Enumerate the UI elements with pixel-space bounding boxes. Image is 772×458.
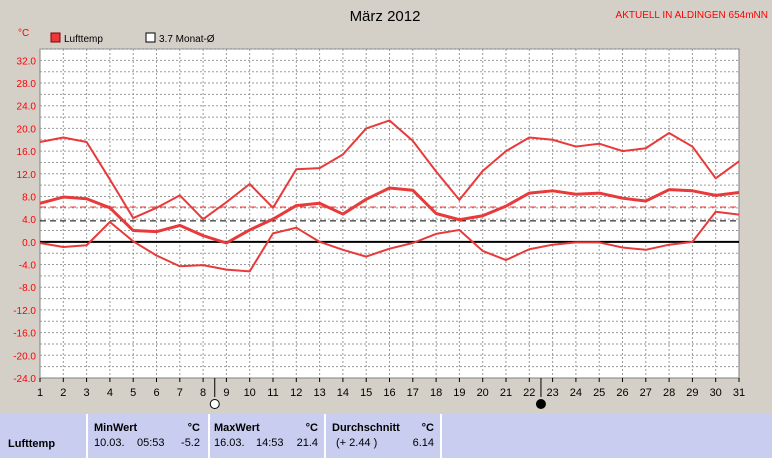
x-tick-label: 15 <box>360 387 372 399</box>
x-tick-label: 12 <box>290 387 302 399</box>
x-tick-label: 7 <box>177 387 183 399</box>
min-value: -5.2 <box>181 437 200 449</box>
max-time: 14:53 <box>256 437 284 449</box>
x-tick-label: 26 <box>616 387 628 399</box>
x-tick-label: 8 <box>200 387 206 399</box>
y-tick-label: -12.0 <box>13 306 36 317</box>
avg-unit: °C <box>421 422 434 434</box>
new-moon-icon <box>535 399 546 409</box>
x-tick-label: 2 <box>60 387 66 399</box>
stats-empty-cell <box>440 414 772 458</box>
x-tick-label: 31 <box>733 387 745 399</box>
y-tick-label: 32.0 <box>17 56 37 67</box>
series-line-max <box>39 119 740 221</box>
x-tick-label: 19 <box>453 387 465 399</box>
y-tick-label: 24.0 <box>17 102 37 113</box>
avg-value: 6.14 <box>412 437 434 449</box>
chart-title: März 2012 <box>350 8 421 25</box>
x-tick-label: 11 <box>267 387 278 399</box>
y-tick-label: -20.0 <box>13 351 36 362</box>
x-tick-label: 25 <box>593 387 605 399</box>
x-tick-label: 20 <box>477 387 489 399</box>
y-tick-label: 28.0 <box>17 79 37 90</box>
y-tick-label: -8.0 <box>19 283 37 294</box>
legend-mean-swatch <box>145 32 156 43</box>
x-tick-label: 22 <box>523 387 535 399</box>
y-tick-label: 16.0 <box>17 147 37 158</box>
x-tick-label: 4 <box>107 387 113 399</box>
y-tick-label: 8.0 <box>22 192 36 203</box>
min-unit: °C <box>187 422 200 434</box>
y-tick-label: -16.0 <box>13 329 36 340</box>
y-tick-label: 12.0 <box>17 170 37 181</box>
x-tick-label: 24 <box>570 387 582 399</box>
x-tick-labels: 1 2 3 4 5 6 7 8 9 10 11 12 13 14 15 16 17 18 19 20 21 22 23 24 2… <box>37 378 745 399</box>
max-date: 16.03. <box>214 437 245 449</box>
avg-title: Durchschnitt <box>332 422 400 434</box>
y-tick-label: -4.0 <box>19 261 37 272</box>
x-tick-label: 27 <box>640 387 652 399</box>
x-tick-label: 13 <box>313 387 325 399</box>
stats-max-cell: MaxWert °C 16.03. 14:53 21.4 <box>208 414 324 458</box>
x-tick-label: 6 <box>153 387 159 399</box>
stats-min-cell: MinWert °C 10.03. 05:53 -5.2 <box>86 414 208 458</box>
x-tick-label: 9 <box>223 387 229 399</box>
x-tick-label: 21 <box>500 387 512 399</box>
series-lines <box>39 119 740 273</box>
x-tick-label: 1 <box>37 387 43 399</box>
series-line-min <box>39 210 740 273</box>
x-tick-label: 23 <box>546 387 558 399</box>
y-unit-label: °C <box>18 28 29 39</box>
max-value: 21.4 <box>296 437 318 449</box>
min-time: 05:53 <box>137 437 165 449</box>
stats-panel: Lufttemp MinWert °C 10.03. 05:53 -5.2 Ma… <box>0 414 772 458</box>
x-tick-label: 29 <box>686 387 698 399</box>
min-date: 10.03. <box>94 437 125 449</box>
max-title: MaxWert <box>214 422 260 434</box>
y-tick-labels: 32.0 28.0 24.0 20.0 16.0 12.0 8.0 4.0 0.0 -4.0 -8.… <box>13 56 36 385</box>
y-tick-label: 20.0 <box>17 124 37 135</box>
full-moon-icon <box>209 399 220 409</box>
moon-markers <box>209 378 546 409</box>
x-tick-label: 14 <box>337 387 349 399</box>
legend-series-label: Lufttemp <box>64 34 103 45</box>
station-label: AKTUELL IN ALDINGEN 654mNN <box>616 10 768 21</box>
avg-delta: (+ 2.44 ) <box>336 437 378 449</box>
x-tick-label: 17 <box>407 387 419 399</box>
legend-mean-label: 3.7 Monat-Ø <box>159 34 215 45</box>
x-tick-label: 5 <box>130 387 136 399</box>
y-tick-label: 4.0 <box>22 215 36 226</box>
x-tick-label: 28 <box>663 387 675 399</box>
temperature-chart: März 2012 AKTUELL IN ALDINGEN 654mNN °C … <box>13 8 768 409</box>
legend-series-swatch <box>50 32 61 43</box>
y-tick-label: 0.0 <box>22 238 36 249</box>
stats-avg-cell: Durchschnitt °C (+ 2.44 ) 6.14 <box>324 414 440 458</box>
y-tick-label: -24.0 <box>13 374 36 385</box>
stats-row-label: Lufttemp <box>8 438 56 450</box>
x-tick-label: 3 <box>84 387 90 399</box>
x-tick-label: 18 <box>430 387 442 399</box>
series-line-avg <box>39 186 740 245</box>
grid <box>40 48 739 378</box>
x-tick-label: 10 <box>244 387 256 399</box>
max-unit: °C <box>305 422 318 434</box>
x-tick-label: 16 <box>383 387 395 399</box>
legend: Lufttemp 3.7 Monat-Ø <box>50 32 215 45</box>
min-title: MinWert <box>94 422 138 434</box>
x-tick-label: 30 <box>710 387 722 399</box>
